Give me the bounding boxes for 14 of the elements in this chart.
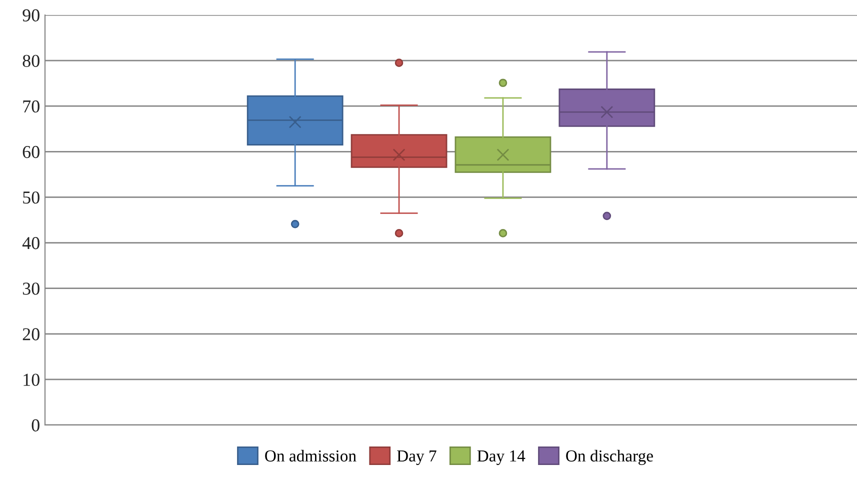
y-tick-label: 20	[22, 328, 40, 340]
y-tick-label: 90	[22, 9, 40, 22]
y-tick-label: 50	[23, 191, 40, 204]
y-tick-label: 0	[32, 419, 40, 432]
y-tick-label: 60	[22, 146, 40, 158]
legend-label: On admission	[265, 450, 356, 462]
legend-label: On discharge	[566, 450, 653, 465]
legend-label: Day 14	[477, 450, 526, 465]
y-tick-label: 70	[23, 100, 40, 113]
legend-label: Day 7	[397, 450, 436, 465]
y-tick-label: 40	[22, 237, 40, 250]
y-tick-label: 10	[24, 374, 40, 386]
y-tick-label: 30	[22, 282, 40, 295]
y-tick-label: 80	[22, 54, 40, 67]
